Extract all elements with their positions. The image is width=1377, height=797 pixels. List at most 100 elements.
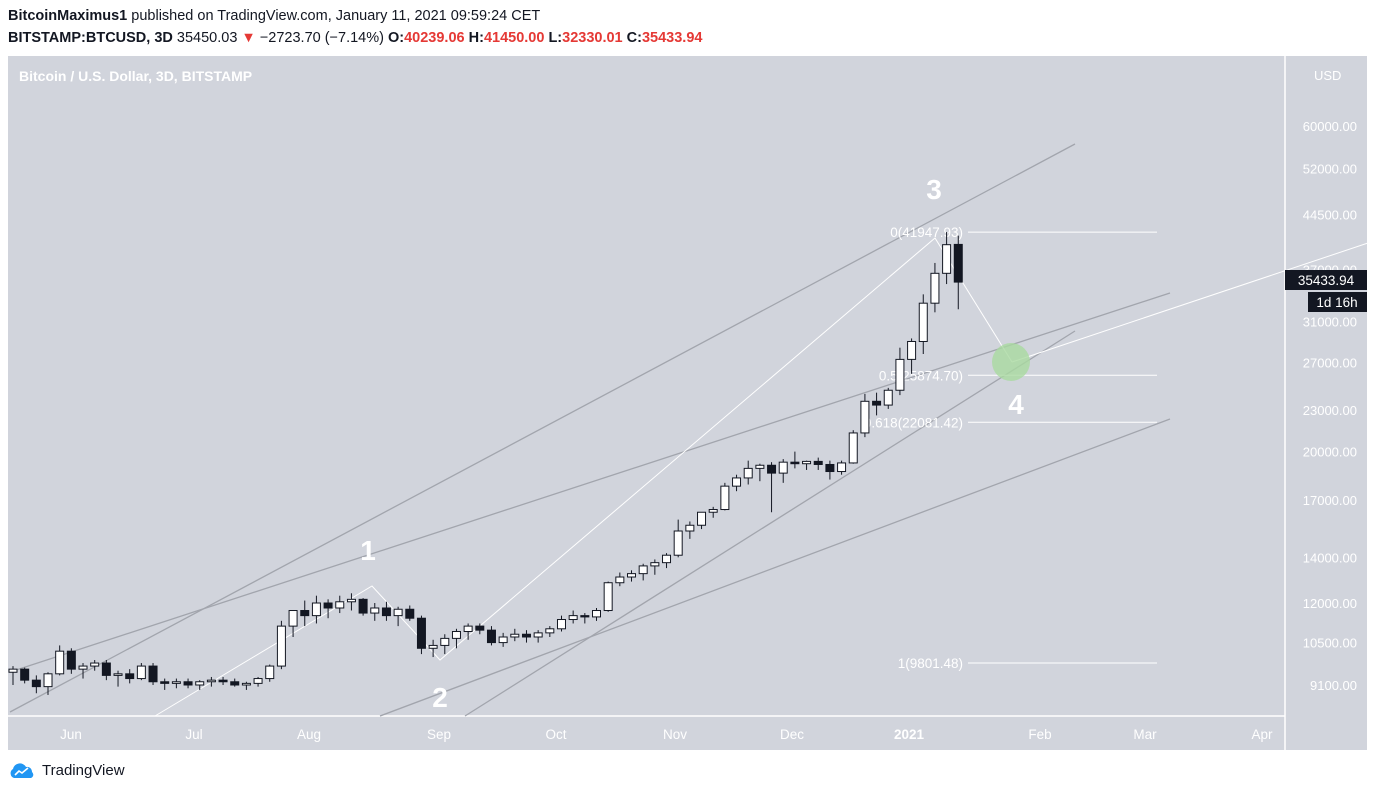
middle-channel-line (9, 292, 1171, 673)
y-tick-label: 9100.00 (1310, 678, 1357, 693)
candle-body (31, 679, 41, 688)
candle-body (125, 673, 135, 680)
low-value: 32330.01 (562, 30, 623, 46)
candle-body (930, 272, 940, 304)
candle-body (778, 461, 788, 474)
candle-body (708, 509, 718, 513)
candle-body (883, 389, 893, 406)
candle-body (767, 464, 777, 474)
candle-body (20, 668, 30, 681)
symbol-label: BITSTAMP:BTCUSD, 3D (8, 30, 173, 46)
y-tick-label: 44500.00 (1303, 208, 1357, 223)
x-tick-label: Feb (1028, 727, 1051, 742)
candle-body (206, 679, 216, 683)
candle-body (802, 460, 812, 465)
time-axis[interactable] (8, 716, 1285, 750)
candle-body (451, 631, 461, 639)
candle-body (603, 582, 613, 612)
candle-body (113, 673, 123, 676)
y-tick-label: 20000.00 (1303, 445, 1357, 460)
candle-body (685, 524, 695, 532)
countdown-value: 1d 16h (1316, 295, 1357, 310)
price-axis[interactable] (1285, 56, 1367, 716)
candle-body (697, 511, 707, 526)
plot-area[interactable] (8, 56, 1285, 716)
wave-label-2: 2 (432, 682, 448, 713)
trend-lines (9, 143, 1171, 717)
high-value: 41450.00 (483, 30, 545, 46)
candle-body (416, 617, 426, 649)
candle-body (638, 565, 648, 575)
candle-body (66, 650, 76, 670)
candle-body (475, 625, 485, 631)
current-price-value: 35433.94 (1298, 273, 1355, 288)
currency-label: USD (1314, 68, 1341, 83)
candle-body (335, 601, 345, 609)
lower-channel-line (379, 418, 1171, 717)
candle-body (755, 464, 765, 469)
chart-title: Bitcoin / U.S. Dollar, 3D, BITSTAMP (19, 68, 252, 84)
candle-body (8, 668, 18, 673)
candle-body (895, 358, 905, 391)
candle-body (556, 619, 566, 630)
candle-body (533, 632, 543, 638)
fib-level-label: 0(41947.93) (890, 225, 963, 240)
x-tick-label: 2021 (894, 727, 925, 742)
time-axis-ticks: Jun Jul Aug Sep Oct Nov Dec 2021 Feb Mar Apr (60, 727, 1273, 742)
candle-body (848, 432, 858, 464)
candle-body (241, 682, 251, 686)
candle-body (195, 681, 205, 686)
fib-level-label: 1(9801.48) (898, 656, 963, 671)
candle-body (790, 461, 800, 465)
candle-body (813, 460, 823, 465)
candle-body (486, 629, 496, 644)
candle-body (720, 485, 730, 511)
candle-body (358, 598, 368, 614)
y-tick-label: 27000.00 (1303, 356, 1357, 371)
candle-body (615, 576, 625, 584)
candle-body (346, 598, 356, 603)
wave-label-3: 3 (926, 174, 942, 205)
tradingview-wordmark: TradingView (42, 762, 125, 779)
x-tick-label: Sep (427, 727, 451, 742)
price-change: −2723.70 (−7.14%) (259, 30, 384, 46)
candle-body (650, 562, 660, 567)
candle-body (55, 650, 65, 675)
white-trend-line (1011, 239, 1377, 363)
author-name[interactable]: BitcoinMaximus1 (8, 8, 128, 24)
target-zone-circle (992, 343, 1030, 381)
candle-body (171, 681, 181, 684)
published-text: published on TradingView.com, January 11… (131, 8, 541, 24)
candle-body (521, 633, 531, 638)
upper-channel-line (9, 143, 1076, 713)
candle-body (370, 607, 380, 614)
candle-body (183, 681, 193, 686)
candle-body (872, 400, 882, 406)
y-tick-label: 23000.00 (1303, 403, 1357, 418)
candle-body (323, 602, 333, 609)
y-tick-label: 12000.00 (1303, 596, 1357, 611)
candle-body (265, 665, 275, 680)
x-tick-label: Dec (780, 727, 804, 742)
tradingview-logo[interactable]: TradingView (8, 762, 125, 779)
candle-body (428, 644, 438, 649)
candle-body (942, 244, 952, 274)
candle-body (160, 681, 170, 684)
high-label: H: (468, 30, 484, 46)
candle-body (673, 530, 683, 556)
candle-body (732, 477, 742, 487)
last-price: 35450.03 (176, 30, 238, 46)
candle-body (440, 637, 450, 646)
y-tick-label: 10500.00 (1303, 636, 1357, 651)
y-tick-label: 52000.00 (1303, 161, 1357, 176)
fib-level-label: 0.5(25874.70) (879, 368, 963, 383)
cloud-icon (10, 762, 34, 778)
candle-body (498, 636, 508, 644)
candle-body (907, 340, 917, 360)
support-line (464, 330, 1076, 717)
y-tick-label: 60000.00 (1303, 119, 1357, 134)
x-tick-label: Nov (663, 727, 687, 742)
candle-body (253, 678, 263, 684)
x-tick-label: Jul (185, 727, 202, 742)
